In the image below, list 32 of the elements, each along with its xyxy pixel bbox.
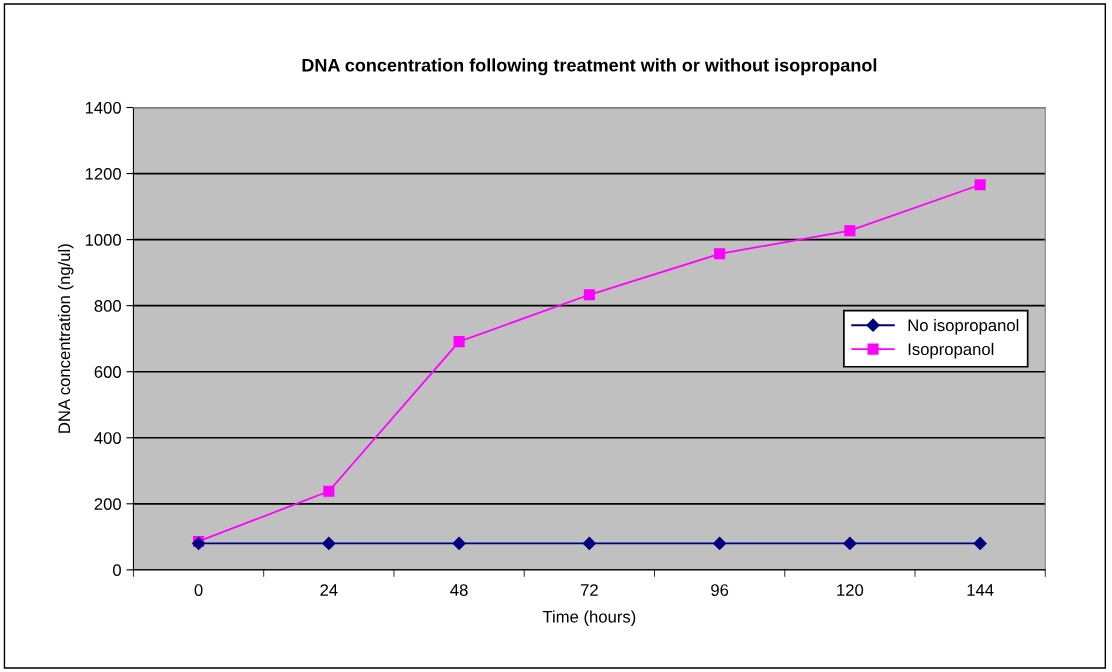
chart-title: DNA concentration following treatment with or without isopropanol xyxy=(302,58,877,76)
x-tick-label: 96 xyxy=(711,584,729,596)
x-tick-label: 72 xyxy=(580,584,598,596)
x-axis-title: Time (hours) xyxy=(542,610,636,626)
legend-label: No isopropanol xyxy=(908,318,1019,335)
y-axis-title: DNA concentration (ng/ul) xyxy=(57,244,74,433)
x-tick-label: 0 xyxy=(194,584,203,596)
point xyxy=(974,179,986,191)
point xyxy=(322,536,336,551)
point xyxy=(973,536,987,551)
y-tick-label: 200 xyxy=(94,498,121,511)
point xyxy=(583,289,595,301)
x-tick-label: 48 xyxy=(450,584,468,596)
y-tick-label: 0 xyxy=(113,564,121,577)
point xyxy=(714,248,726,260)
y-tick-label: 800 xyxy=(94,300,121,312)
point xyxy=(713,536,727,551)
legend-label: Isopropanol xyxy=(908,342,994,359)
point xyxy=(843,536,857,551)
point xyxy=(453,336,465,348)
point xyxy=(452,536,466,551)
y-tick-label: 1400 xyxy=(85,101,121,114)
point xyxy=(844,225,856,237)
y-tick-label: 400 xyxy=(94,432,121,444)
y-tick-label: 1000 xyxy=(85,234,121,246)
x-tick-label: 24 xyxy=(320,584,338,596)
point xyxy=(323,485,335,497)
x-tick-label: 144 xyxy=(967,584,994,596)
point xyxy=(582,536,596,551)
y-tick-label: 1200 xyxy=(85,167,121,180)
y-tick-label: 600 xyxy=(94,366,121,378)
x-tick-label: 120 xyxy=(837,584,864,596)
